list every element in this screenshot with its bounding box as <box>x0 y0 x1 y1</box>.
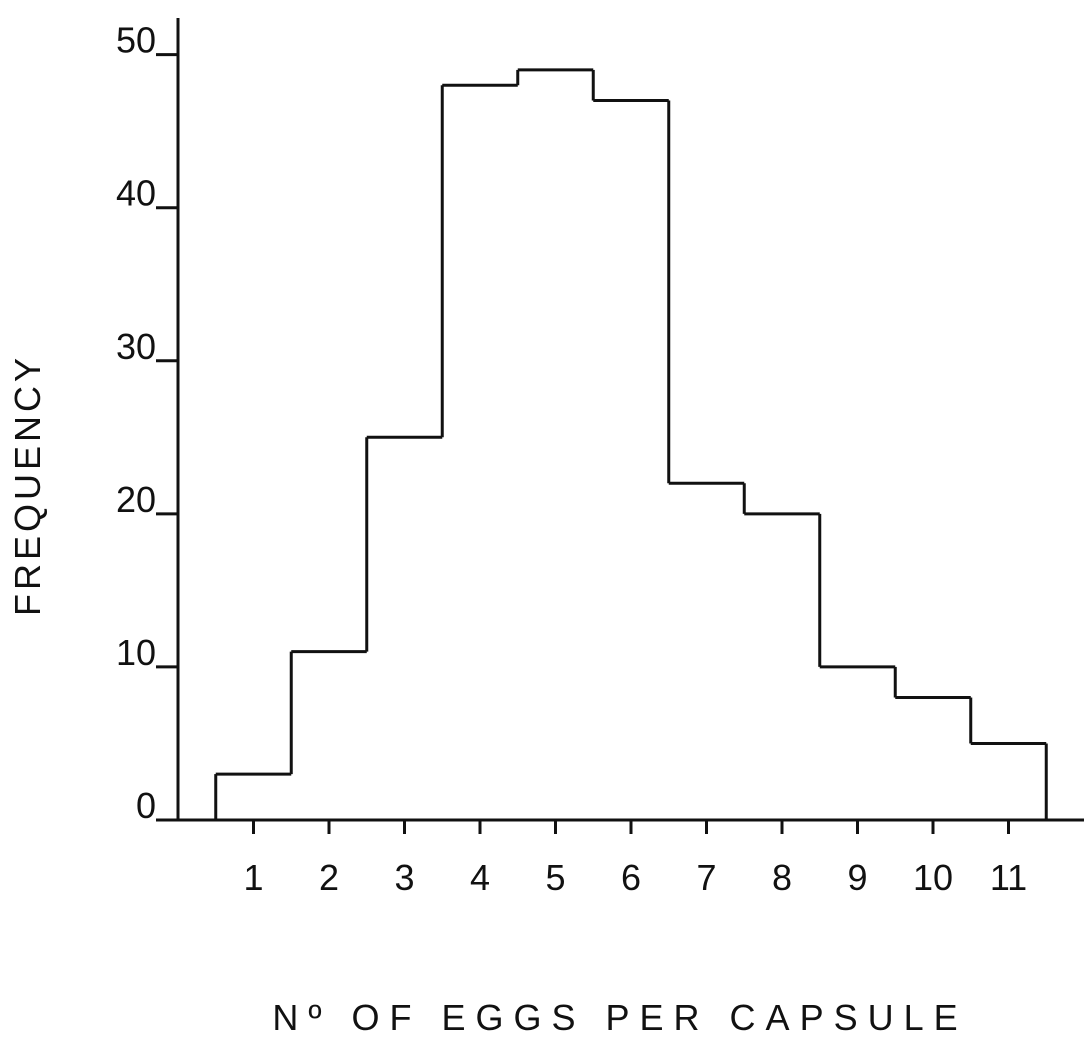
x-tick-label: 10 <box>913 857 953 898</box>
y-axis-label: FREQUENCY <box>7 354 48 616</box>
x-tick-label: 2 <box>319 857 339 898</box>
x-tick-label: 8 <box>772 857 792 898</box>
y-tick-label: 30 <box>116 326 156 367</box>
x-tick-label: 9 <box>847 857 867 898</box>
x-tick-label: 1 <box>243 857 263 898</box>
x-tick-label: 5 <box>545 857 565 898</box>
x-tick-label: 11 <box>990 857 1027 898</box>
y-tick-label: 0 <box>136 785 156 826</box>
x-tick-label: 3 <box>394 857 414 898</box>
x-tick-label: 7 <box>696 857 716 898</box>
y-tick-label: 10 <box>116 632 156 673</box>
x-tick-label: 4 <box>470 857 490 898</box>
y-tick-label: 40 <box>116 173 156 214</box>
x-tick-label: 6 <box>621 857 641 898</box>
y-tick-label: 20 <box>116 479 156 520</box>
x-axis-label: Nº OF EGGS PER CAPSULE <box>272 997 967 1038</box>
y-tick-label: 50 <box>116 20 156 61</box>
